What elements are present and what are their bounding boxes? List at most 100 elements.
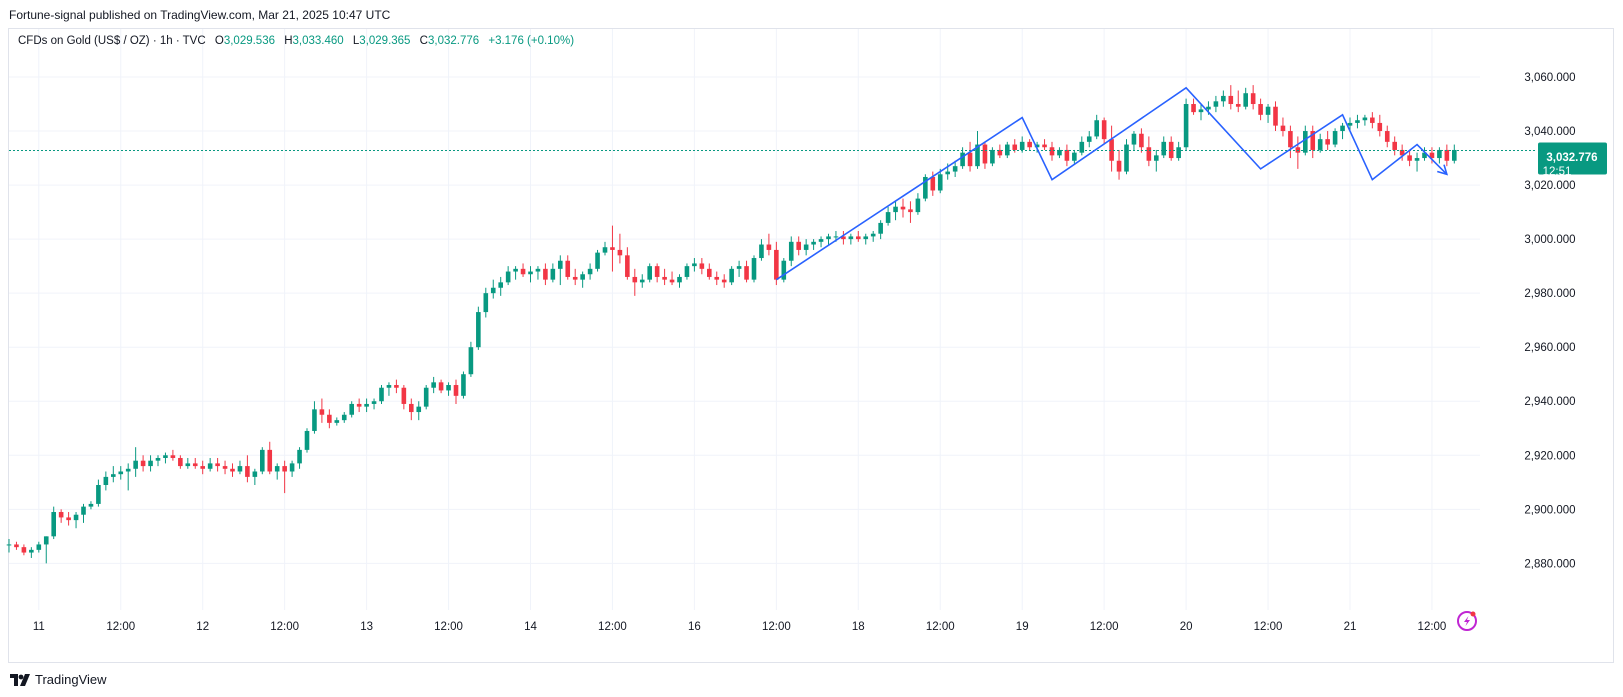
candle-body bbox=[707, 268, 712, 277]
candle bbox=[29, 547, 34, 558]
candle-body bbox=[334, 420, 340, 423]
legend-low-label: L bbox=[352, 35, 360, 47]
candle-body bbox=[6, 544, 12, 546]
candle-body bbox=[215, 463, 220, 467]
candle-body bbox=[1340, 125, 1345, 132]
candle bbox=[409, 398, 414, 421]
x-tick-label: 12:00 bbox=[270, 621, 299, 633]
candle bbox=[386, 382, 392, 396]
candle bbox=[1139, 128, 1144, 153]
candle bbox=[1213, 95, 1219, 113]
candle-body bbox=[893, 206, 898, 213]
candle-body bbox=[788, 241, 794, 261]
y-tick-label: 2,920.000 bbox=[1524, 450, 1575, 462]
candle-body bbox=[133, 460, 138, 469]
candle-body bbox=[490, 287, 496, 294]
candle bbox=[639, 274, 645, 288]
candle bbox=[282, 460, 287, 494]
candle-body bbox=[468, 347, 474, 375]
candle bbox=[1086, 131, 1092, 148]
candle bbox=[319, 398, 325, 423]
candle bbox=[714, 271, 720, 286]
candle bbox=[6, 539, 12, 553]
candle-body bbox=[1250, 93, 1256, 105]
candle-body bbox=[662, 276, 667, 280]
candle-body bbox=[289, 463, 295, 472]
candle-body bbox=[140, 460, 146, 467]
candle-body bbox=[1303, 131, 1308, 153]
legend-change: +3.176 (+0.10%) bbox=[488, 35, 575, 47]
candle-body bbox=[870, 233, 876, 237]
candle-body bbox=[1183, 104, 1189, 148]
lightning-icon[interactable] bbox=[1457, 611, 1477, 631]
candle bbox=[1370, 112, 1375, 129]
candle bbox=[468, 341, 474, 377]
candle-body bbox=[744, 266, 749, 280]
candle-body bbox=[1265, 106, 1271, 115]
candle bbox=[155, 455, 161, 467]
candle bbox=[1280, 117, 1286, 137]
candle bbox=[565, 255, 571, 280]
legend-symbol: CFDs on Gold (US$ / OZ) · 1h · TVC bbox=[18, 35, 206, 47]
candle bbox=[796, 236, 801, 256]
y-tick-label: 2,900.000 bbox=[1524, 504, 1575, 516]
x-tick-label: 12:00 bbox=[1254, 621, 1283, 633]
candle-body bbox=[36, 544, 42, 550]
candle-body bbox=[1273, 106, 1278, 126]
candle bbox=[185, 457, 191, 469]
candle bbox=[1235, 90, 1241, 113]
candle bbox=[289, 460, 295, 477]
candle bbox=[662, 268, 667, 286]
legend-close-label: C bbox=[419, 35, 428, 47]
candle-body bbox=[1161, 141, 1167, 156]
candle-body bbox=[513, 268, 518, 272]
candle-body bbox=[1429, 152, 1435, 159]
candle-body bbox=[796, 241, 801, 250]
candle-body bbox=[826, 236, 831, 240]
candle bbox=[267, 441, 273, 475]
candle-body bbox=[1384, 131, 1390, 142]
x-tick-label: 20 bbox=[1180, 621, 1193, 633]
candle bbox=[1198, 104, 1204, 121]
candle bbox=[364, 398, 369, 413]
x-tick-label: 12:00 bbox=[434, 621, 463, 633]
candle bbox=[699, 258, 705, 275]
candle bbox=[1176, 141, 1181, 161]
candle-body bbox=[1332, 131, 1338, 145]
candle bbox=[595, 249, 600, 272]
candle bbox=[148, 455, 153, 472]
candle-body bbox=[811, 241, 816, 245]
candle bbox=[1072, 149, 1077, 164]
candle-body bbox=[252, 471, 258, 477]
candles bbox=[6, 85, 1457, 564]
candle bbox=[677, 274, 682, 288]
candle bbox=[1399, 144, 1405, 161]
footer-brand[interactable]: TradingView bbox=[10, 672, 107, 687]
candle bbox=[274, 463, 280, 480]
x-tick-label: 18 bbox=[852, 621, 865, 633]
candle bbox=[1355, 114, 1360, 129]
candle bbox=[707, 263, 712, 280]
time-axis: 11 12:00 12 12:00 13 12:00 14 12:00 16 12:00 18 12:… bbox=[33, 621, 1447, 633]
candle bbox=[483, 287, 489, 318]
candle bbox=[334, 417, 340, 426]
candle bbox=[647, 263, 652, 283]
candle-body bbox=[803, 244, 809, 250]
candle bbox=[803, 239, 809, 256]
candle-body bbox=[1362, 117, 1368, 121]
candle bbox=[178, 455, 183, 469]
candle-body bbox=[781, 260, 787, 280]
candle-body bbox=[1116, 160, 1122, 172]
legend-open: 3,029.536 bbox=[223, 35, 275, 47]
candle-body bbox=[438, 382, 444, 391]
candle bbox=[230, 463, 235, 477]
x-tick-label: 12:00 bbox=[926, 621, 955, 633]
candle-body bbox=[625, 255, 630, 277]
y-tick-label: 2,980.000 bbox=[1524, 288, 1575, 300]
candle bbox=[1422, 147, 1427, 161]
candle-body bbox=[66, 517, 71, 521]
candle-body bbox=[148, 460, 153, 467]
candle-body bbox=[386, 385, 392, 388]
candle bbox=[133, 447, 138, 477]
